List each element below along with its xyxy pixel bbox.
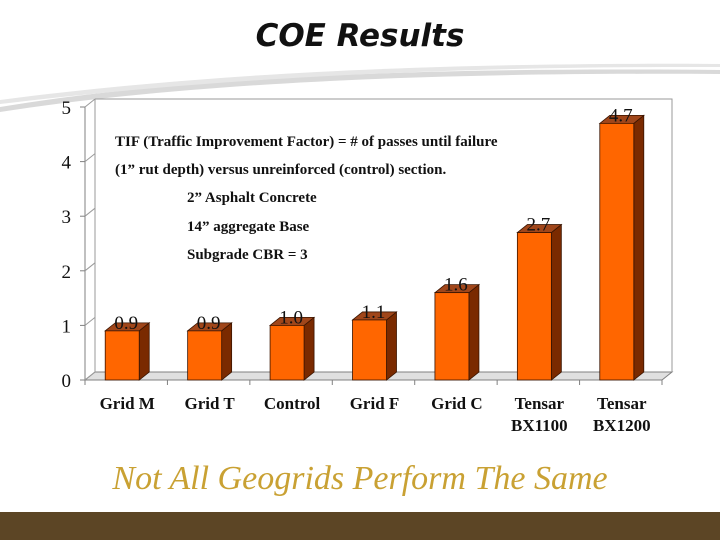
aggregate-base-note: 14” aggregate Base	[187, 219, 310, 235]
tif-definition-line-2: (1” rut depth) versus unreinforced (cont…	[115, 162, 447, 178]
bar	[104, 330, 140, 381]
bar-data-label: 4.7	[609, 105, 633, 126]
y-tick-depth	[84, 153, 96, 162]
bar-data-label: 1.6	[444, 275, 468, 296]
bar-side-face	[468, 283, 480, 381]
title-swoosh-decoration	[0, 63, 720, 112]
bar-data-label: 1.0	[279, 307, 303, 328]
x-category-label: Control	[264, 394, 321, 413]
bar-side-face	[550, 223, 562, 381]
slide-title: COE Results	[255, 18, 465, 54]
bar-data-label: 0.9	[197, 313, 221, 334]
y-tick-label: 3	[62, 207, 72, 228]
x-category-label: Tensar	[597, 394, 647, 413]
footer-bar	[0, 512, 720, 540]
y-tick-label: 4	[62, 153, 72, 174]
y-tick-depth	[84, 317, 96, 326]
bar-side-face	[221, 322, 233, 381]
bar-data-label: 2.7	[526, 215, 550, 236]
y-tick-label: 0	[62, 371, 72, 392]
bar-side-face	[303, 316, 315, 381]
y-tick-depth	[84, 207, 96, 217]
x-category-label: Grid C	[431, 394, 482, 413]
x-category-label: Grid T	[185, 394, 236, 413]
bar	[187, 330, 223, 381]
bar-side-face	[138, 322, 150, 381]
tif-definition-line-1: TIF (Traffic Improvement Factor) = # of …	[115, 134, 498, 150]
x-category-label: Tensar	[515, 394, 565, 413]
y-tick-label: 2	[62, 262, 72, 283]
bar-side-face	[633, 114, 645, 381]
x-category-label: BX1200	[593, 416, 651, 435]
y-tick-depth	[84, 98, 96, 108]
bar	[599, 122, 635, 381]
bar	[352, 319, 387, 381]
y-tick-depth	[84, 371, 96, 381]
bar-side-face	[386, 311, 397, 381]
y-tick-depth	[84, 262, 96, 272]
y-tick-label: 1	[62, 316, 72, 337]
bar	[269, 324, 305, 381]
x-category-label: Grid F	[350, 394, 400, 413]
y-tick-label: 5	[62, 98, 72, 119]
x-category-label: BX1100	[511, 416, 568, 435]
subgrade-cbr-note: Subgrade CBR = 3	[187, 247, 308, 263]
bar-data-label: 0.9	[114, 313, 138, 334]
bar	[434, 292, 470, 381]
plot-back-wall-edge	[95, 98, 673, 372]
x-category-label: Grid M	[100, 394, 155, 413]
tagline: Not All Geogrids Perform The Same	[112, 460, 608, 497]
bar-data-label: 1.1	[362, 302, 386, 323]
asphalt-concrete-note: 2” Asphalt Concrete	[187, 190, 317, 206]
bar	[516, 232, 552, 381]
